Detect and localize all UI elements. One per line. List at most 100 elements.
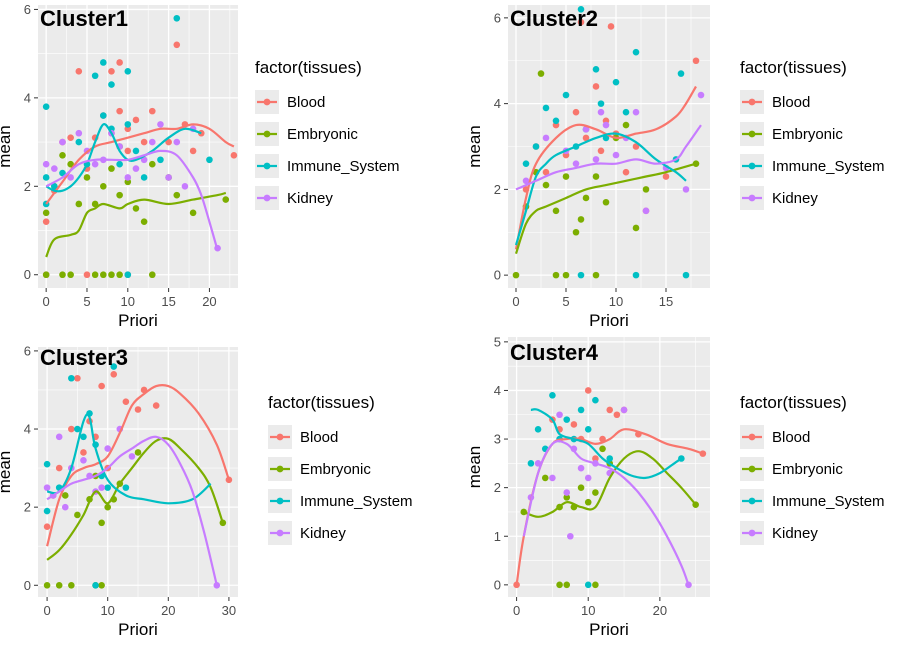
legend-item-label: Blood xyxy=(287,94,325,111)
data-point xyxy=(592,455,599,462)
x-tick-label: 15 xyxy=(659,294,673,309)
data-point xyxy=(132,116,140,124)
data-point xyxy=(165,174,172,181)
data-point xyxy=(43,460,51,468)
legend-item-label: Blood xyxy=(772,94,810,111)
y-tick-label: 4 xyxy=(494,96,501,111)
data-point xyxy=(75,129,83,137)
panel-cluster3: 0 10 20 30 0 2 4 6 Cluster3 Priori mean factor(tiss… xyxy=(0,343,413,639)
legend-key-point xyxy=(748,433,756,441)
data-point xyxy=(132,165,140,172)
data-point xyxy=(116,107,123,115)
y-tick-label: 6 xyxy=(24,2,31,17)
smooth-line-embryonic xyxy=(514,162,697,255)
data-point xyxy=(68,374,75,382)
data-point xyxy=(230,152,238,159)
legend-item-blood: Blood xyxy=(268,425,338,449)
data-point xyxy=(527,460,535,467)
data-point xyxy=(577,271,585,279)
legend-item-immune-system: Immune_System xyxy=(255,154,400,178)
data-point xyxy=(68,581,75,589)
x-tick-label: 10 xyxy=(121,294,135,309)
data-point xyxy=(152,402,160,409)
legend-key-point xyxy=(263,98,271,106)
data-point xyxy=(80,433,87,441)
x-tick-label: 20 xyxy=(202,294,216,309)
data-point xyxy=(173,191,181,199)
data-point xyxy=(148,138,156,146)
legend-key-point xyxy=(263,130,271,138)
legend-item-embryonic: Embryonic xyxy=(740,457,843,481)
legend-key-point xyxy=(276,497,284,505)
legend-title: factor(tissues) xyxy=(268,393,375,412)
data-point xyxy=(43,581,51,589)
data-point xyxy=(697,91,705,99)
x-tick-label: 5 xyxy=(83,294,90,309)
x-tick-label: 0 xyxy=(43,603,50,618)
data-point xyxy=(91,160,99,168)
data-point xyxy=(552,117,560,125)
data-point xyxy=(173,14,181,22)
smooth-line-embryonic xyxy=(45,191,227,258)
data-point xyxy=(42,209,50,217)
data-point xyxy=(607,23,615,30)
data-point xyxy=(606,406,614,414)
data-point xyxy=(122,398,130,405)
data-point xyxy=(124,147,132,155)
data-point xyxy=(584,474,592,482)
y-tick-label: 2 xyxy=(494,182,501,197)
data-point xyxy=(104,484,111,491)
x-tick-label: 0 xyxy=(512,294,519,309)
data-point xyxy=(148,271,156,279)
data-point xyxy=(622,108,630,116)
y-tick-label: 0 xyxy=(24,578,31,593)
data-point xyxy=(116,59,123,66)
data-point xyxy=(542,134,550,142)
legend-key-point xyxy=(276,433,284,441)
data-point xyxy=(110,363,118,370)
legend-item-label: Kidney xyxy=(300,525,346,542)
data-point xyxy=(108,81,115,88)
x-tick-label: 0 xyxy=(43,294,50,309)
smooth-line-blood xyxy=(45,123,235,205)
data-point xyxy=(51,165,58,172)
x-tick-label: 10 xyxy=(100,603,114,618)
data-point xyxy=(148,107,156,115)
y-tick-label: 4 xyxy=(24,422,31,437)
data-point xyxy=(522,177,530,185)
legend-item-label: Immune_System xyxy=(772,158,885,175)
legend-item-label: Kidney xyxy=(772,525,818,542)
data-point xyxy=(59,138,66,146)
data-point xyxy=(662,173,670,180)
data-point xyxy=(134,406,142,413)
data-point xyxy=(592,156,600,163)
data-point xyxy=(83,271,91,279)
smooth-line-immune-system xyxy=(46,413,212,505)
data-point xyxy=(104,503,111,511)
x-tick-label: 20 xyxy=(161,603,175,618)
data-point xyxy=(42,160,50,168)
x-tick-label: 5 xyxy=(562,294,569,309)
data-point xyxy=(75,138,83,146)
data-point xyxy=(116,160,123,168)
legend-item-label: Kidney xyxy=(287,190,333,207)
legend-key-point xyxy=(748,529,756,537)
data-point xyxy=(556,581,563,589)
legend-item-blood: Blood xyxy=(740,90,810,114)
data-point xyxy=(124,271,132,279)
y-tick-label: 0 xyxy=(24,267,31,282)
legend: factor(tissues) Blood Embryonic Immune_Syst… xyxy=(255,58,400,210)
y-tick-label: 4 xyxy=(24,90,31,105)
y-axis-label: mean xyxy=(465,125,484,168)
data-point xyxy=(108,68,115,75)
data-point xyxy=(67,271,74,279)
data-point xyxy=(584,426,592,433)
legend-item-label: Blood xyxy=(772,429,810,446)
legend: factor(tissues) Blood Embryonic Immune_Syst… xyxy=(740,58,885,210)
plot-panel-background xyxy=(38,5,238,288)
data-point xyxy=(67,160,74,168)
panel-title: Cluster1 xyxy=(40,6,128,31)
legend-key-point xyxy=(748,130,756,138)
series-embryonic xyxy=(520,445,699,589)
x-tick-label: 30 xyxy=(222,603,236,618)
